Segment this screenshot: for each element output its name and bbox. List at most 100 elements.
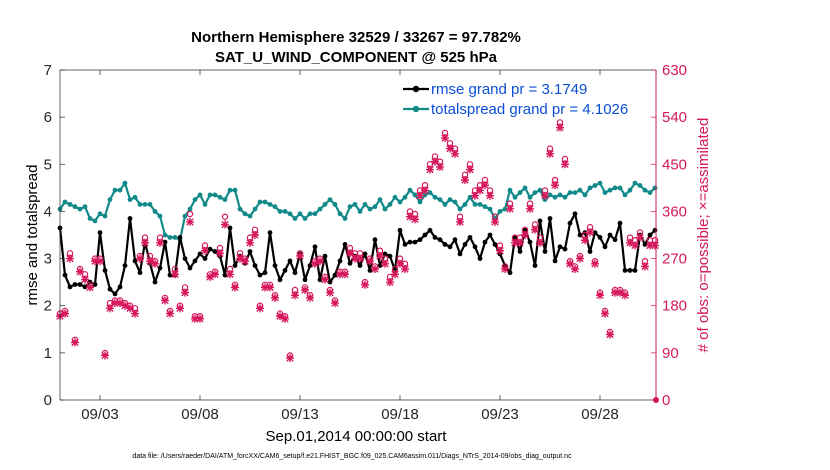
obs-assimilated-point <box>351 254 359 263</box>
spread-point <box>607 187 613 193</box>
obs-assimilated-point <box>646 241 654 250</box>
legend-label-rmse: rmse grand pr = 3.1749 <box>431 81 587 98</box>
rmse-point <box>622 268 628 273</box>
obs-assimilated-point <box>201 246 209 255</box>
spread-point <box>622 192 628 198</box>
obs-assimilated-point <box>261 283 269 292</box>
y-left-tick-label: 2 <box>44 298 52 315</box>
rmse-point <box>537 218 543 224</box>
x-tick-label: 09/18 <box>381 406 419 423</box>
rmse-point <box>362 251 368 257</box>
rmse-point <box>512 235 518 240</box>
spread-point <box>612 185 618 191</box>
obs-assimilated-point <box>571 265 579 274</box>
obs-assimilated-point <box>476 186 484 195</box>
y-axis-right-label: # of obs: o=possible; ×=assimilated <box>695 118 712 353</box>
spread-point <box>552 194 558 200</box>
spread-point <box>357 209 363 214</box>
spread-point <box>247 213 253 219</box>
rmse-point <box>232 263 238 268</box>
obs-assimilated-point <box>446 144 454 153</box>
rmse-point <box>77 282 83 287</box>
spread-point <box>242 211 248 217</box>
obs-assimilated-point <box>216 249 224 258</box>
rmse-point <box>422 232 428 238</box>
obs-assimilated-point <box>336 270 344 279</box>
obs-assimilated-point <box>586 228 594 237</box>
rmse-point <box>452 237 458 243</box>
obs-assimilated-point <box>506 204 514 213</box>
rmse-point <box>122 263 128 268</box>
obs-assimilated-point <box>341 270 349 279</box>
obs-assimilated-point <box>376 251 384 260</box>
obs-assimilated-point <box>71 338 79 347</box>
obs-assimilated-point <box>621 291 629 300</box>
spread-point <box>387 202 393 207</box>
obs-assimilated-point <box>616 288 624 297</box>
rmse-point <box>597 235 603 240</box>
obs-assimilated-point <box>136 254 144 263</box>
spread-point <box>522 185 528 191</box>
rmse-point <box>427 227 433 233</box>
obs-assimilated-point <box>256 304 264 313</box>
spread-point <box>302 216 308 221</box>
obs-assimilated-point <box>511 238 519 247</box>
rmse-point <box>257 272 263 278</box>
spread-point <box>127 197 133 203</box>
obs-assimilated-point <box>591 259 599 268</box>
spread-point <box>517 190 523 196</box>
y-left-tick-label: 3 <box>44 251 52 268</box>
spread-point <box>647 190 653 196</box>
obs-assimilated-point <box>146 257 154 266</box>
obs-assimilated-point <box>286 354 294 363</box>
spread-point <box>407 187 413 193</box>
spread-point <box>377 197 383 203</box>
obs-assimilated-point <box>366 257 374 266</box>
spread-point <box>82 204 88 210</box>
rmse-point <box>247 249 253 254</box>
spread-point <box>417 199 423 205</box>
rmse-point <box>327 279 333 285</box>
y-axis-left: 0 1 2 3 4 5 6 7 <box>44 62 65 409</box>
spread-point <box>502 206 508 212</box>
spread-point <box>187 206 193 212</box>
obs-assimilated-point <box>601 309 609 318</box>
spread-point <box>172 235 178 240</box>
spread-point <box>222 197 228 203</box>
spread-point <box>77 206 83 212</box>
obs-assimilated-point <box>631 241 639 250</box>
y-right-tick-label: 90 <box>662 345 679 362</box>
chart-subtitle: SAT_U_WIND_COMPONENT @ 525 hPa <box>215 49 498 66</box>
obs-assimilated-point <box>371 265 379 274</box>
spread-point <box>362 202 368 207</box>
spread-point <box>147 202 153 207</box>
rmse-point <box>292 270 298 276</box>
spread-point <box>482 204 488 210</box>
y-right-tick-label: 360 <box>662 203 687 220</box>
obs-assimilated-point <box>116 299 124 308</box>
spread-point <box>137 202 143 207</box>
obs-assimilated-point <box>456 217 464 226</box>
spread-point <box>372 204 378 210</box>
spread-point <box>447 197 453 203</box>
obs-assimilated-point <box>606 330 614 339</box>
x-tick-label: 09/23 <box>481 406 519 423</box>
obs-assimilated-point <box>451 149 459 158</box>
rmse-point <box>202 256 208 261</box>
spread-point <box>262 199 268 205</box>
obs-assimilated-point <box>576 254 584 263</box>
obs-assimilated-point <box>131 309 139 318</box>
spread-point <box>297 211 303 217</box>
obs-assimilated-point <box>321 275 329 284</box>
rmse-point <box>287 258 293 264</box>
obs-assimilated-point <box>121 301 129 310</box>
spread-point <box>192 197 198 203</box>
spread-point <box>207 192 213 198</box>
rmse-point <box>182 256 188 261</box>
obs-assimilated-point <box>401 265 409 274</box>
spread-point <box>162 232 168 238</box>
rmse-point <box>72 282 78 287</box>
obs-assimilated-point <box>86 283 94 292</box>
legend-marker-rmse <box>412 85 420 93</box>
obs-assimilated-point <box>566 259 574 268</box>
